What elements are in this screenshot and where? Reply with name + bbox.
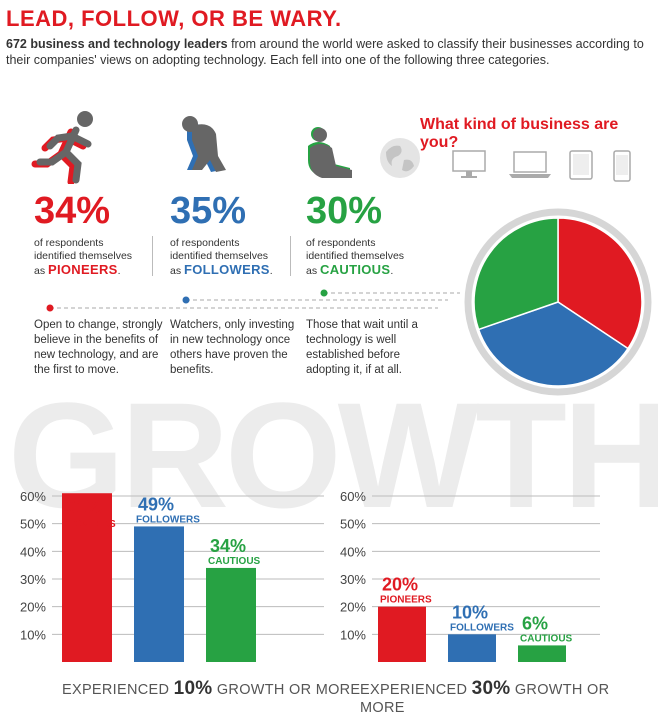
crouching-person-icon	[182, 116, 226, 172]
followers-description: Watchers, only investing in new technolo…	[170, 319, 295, 376]
intro-rest: from around the world were asked to clas…	[6, 37, 644, 67]
followers-percent: 35%	[170, 190, 247, 232]
as-label: as	[34, 265, 49, 277]
y-tick-label: 30%	[20, 572, 46, 587]
bar-cautious	[206, 567, 256, 662]
y-tick-label: 10%	[340, 627, 366, 642]
runner-icon	[31, 111, 93, 184]
question-heading: What kind of business are you?	[420, 116, 619, 151]
bar-cautious	[518, 645, 566, 662]
y-tick-label: 40%	[20, 544, 46, 559]
y-tick-label: 20%	[20, 600, 46, 615]
as-label: as	[170, 265, 185, 277]
sitting-person-icon	[308, 127, 352, 178]
bar-chart-10-growth: 10% 20% 30% 40% 50% 60% 61% PIONEERS 49%FOLLOWER…	[20, 489, 324, 662]
pioneers-respondents: of respondents identified themselves as …	[34, 237, 132, 278]
tablet-icon	[569, 150, 593, 180]
pioneers-description: Open to change, strongly believe in the …	[34, 319, 163, 376]
divider	[152, 236, 153, 276]
as-label: as	[306, 265, 321, 277]
globe-icon	[380, 138, 420, 178]
bar-category-label: PIONEERS	[380, 595, 432, 606]
bar-value-label: 49%	[138, 494, 174, 514]
bar-value-label: 6%	[522, 613, 548, 633]
footer-value: 30%	[471, 678, 511, 699]
bar-value-label: 10%	[452, 602, 488, 622]
period: .	[117, 265, 121, 277]
period: .	[390, 265, 394, 277]
respondents-line: of respondents	[34, 237, 104, 249]
followers-respondents: of respondents identified themselves as …	[170, 237, 273, 278]
pie-outer-ring	[464, 208, 652, 396]
respondents-line: identified themselves	[306, 250, 405, 262]
followers-dot	[182, 296, 190, 304]
y-tick-label: 50%	[340, 517, 366, 532]
cautious-percent: 30%	[306, 190, 383, 232]
y-tick-label: 60%	[20, 489, 46, 504]
y-tick-label: 10%	[20, 627, 46, 642]
bar-followers	[448, 634, 496, 662]
bar-value-label: 20%	[382, 575, 418, 595]
intro-text: 672 business and technology leaders from…	[6, 36, 646, 68]
respondents-line: identified themselves	[34, 250, 133, 262]
y-tick-label: 30%	[340, 572, 366, 587]
bar-category-label: FOLLOWERS	[136, 514, 200, 525]
bar-value-label: 61%	[66, 497, 102, 517]
footer-pre: EXPERIENCED	[62, 682, 174, 698]
pie-slice-cautious	[473, 217, 559, 331]
bar-followers	[134, 526, 184, 662]
pie-chart	[464, 208, 652, 396]
divider	[290, 236, 291, 276]
footer-post: GROWTH OR MORE	[212, 682, 361, 698]
bar-value-label: 34%	[210, 536, 246, 556]
footer-10-growth: EXPERIENCED 10% GROWTH OR MORE	[62, 678, 360, 700]
cautious-respondents: of respondents identified themselves as …	[306, 237, 404, 278]
cautious-description: Those that wait until a technology is we…	[306, 319, 418, 376]
period: .	[269, 265, 273, 277]
followers-label: FOLLOWERS	[184, 262, 270, 277]
connector-lines	[46, 289, 460, 312]
bar-pioneers	[62, 493, 112, 662]
y-tick-label: 20%	[340, 600, 366, 615]
bar-chart-30-growth: 10%20%30%40%50%60%20%PIONEERS10%FOLLOWER…	[340, 489, 600, 662]
y-tick-label: 50%	[20, 517, 46, 532]
y-tick-label: 60%	[340, 489, 366, 504]
respondents-line: of respondents	[306, 237, 376, 249]
pioneers-dot	[46, 304, 54, 312]
bar-category-label: CAUTIOUS	[520, 633, 573, 644]
footer-30-growth: EXPERIENCED 30% GROWTH OR MORE	[360, 678, 658, 716]
bar-pioneers	[378, 606, 426, 662]
pioneers-percent: 34%	[34, 190, 111, 232]
footer-pre: EXPERIENCED	[360, 682, 472, 698]
respondents-line: of respondents	[170, 237, 240, 249]
bar-category-label: FOLLOWERS	[450, 622, 514, 633]
phone-icon	[613, 150, 631, 182]
laptop-icon	[509, 151, 551, 178]
pie-slice-followers	[477, 301, 629, 387]
bar-category-label: CAUTIOUS	[208, 556, 261, 567]
page-title: LEAD, FOLLOW, OR BE WARY.	[6, 6, 342, 31]
cautious-dot	[320, 289, 328, 297]
monitor-icon	[452, 150, 486, 178]
intro-bold: 672 business and technology leaders	[6, 37, 228, 51]
y-tick-label: 40%	[340, 544, 366, 559]
bar-category-label: PIONEERS	[64, 519, 116, 530]
respondents-line: identified themselves	[170, 250, 269, 262]
footer-value: 10%	[173, 678, 213, 699]
pioneers-label: PIONEERS	[48, 262, 118, 277]
growth-watermark: GROWTH	[8, 371, 658, 539]
cautious-label: CAUTIOUS	[320, 262, 391, 277]
